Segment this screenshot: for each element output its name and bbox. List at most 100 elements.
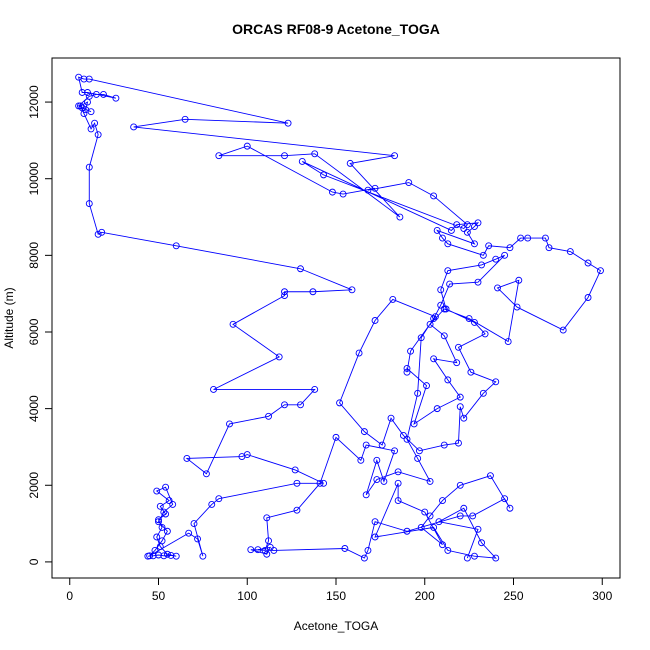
- data-point: [481, 330, 489, 338]
- y-tick-label: 10000: [27, 162, 41, 196]
- data-point: [479, 251, 487, 259]
- data-point: [492, 378, 500, 386]
- data-point: [506, 244, 514, 252]
- data-point: [215, 152, 223, 160]
- data-point: [183, 454, 191, 462]
- data-point: [162, 510, 170, 518]
- data-point: [442, 305, 450, 313]
- data-point: [389, 295, 397, 303]
- y-tick-label: 12000: [27, 85, 41, 119]
- data-point: [455, 343, 462, 351]
- data-point: [208, 500, 216, 508]
- x-tick-label: 200: [415, 589, 435, 603]
- data-point: [199, 552, 207, 560]
- data-point: [439, 234, 446, 242]
- data-point: [163, 527, 171, 535]
- data-point: [284, 119, 292, 127]
- data-point: [78, 89, 86, 96]
- data-point: [153, 487, 161, 495]
- data-point: [465, 315, 473, 323]
- data-point: [494, 284, 501, 292]
- data-point: [403, 364, 411, 372]
- data-point: [456, 403, 464, 411]
- data-point: [146, 552, 154, 560]
- data-point: [320, 171, 328, 179]
- data-point: [469, 512, 477, 520]
- data-point: [474, 278, 482, 286]
- data-point: [524, 234, 532, 242]
- data-point: [403, 527, 411, 535]
- data-point: [155, 551, 162, 559]
- data-point: [440, 332, 448, 340]
- y-tick-label: 6000: [27, 318, 41, 345]
- data-point: [506, 504, 514, 512]
- data-point: [414, 454, 422, 462]
- data-point: [437, 286, 445, 294]
- x-tick-label: 0: [66, 589, 73, 603]
- data-point: [430, 315, 438, 323]
- data-point: [281, 292, 288, 300]
- data-point: [194, 535, 202, 543]
- data-point: [417, 523, 425, 531]
- data-point: [84, 89, 91, 96]
- data-point: [460, 414, 468, 422]
- data-point: [407, 347, 414, 355]
- data-point: [226, 420, 233, 428]
- data-point: [346, 159, 354, 167]
- data-point: [394, 468, 402, 476]
- data-point: [437, 301, 445, 309]
- data-point: [467, 368, 475, 376]
- data-point: [430, 523, 438, 531]
- data-point: [371, 317, 379, 324]
- data-point: [456, 393, 464, 401]
- data-point: [371, 184, 379, 192]
- data-point: [545, 244, 553, 252]
- data-point: [263, 514, 271, 522]
- data-point: [265, 537, 272, 545]
- data-point: [431, 313, 439, 321]
- data-point: [332, 433, 340, 441]
- data-point: [444, 376, 452, 384]
- data-point: [373, 476, 381, 483]
- data-point: [444, 267, 452, 275]
- data-point: [85, 200, 93, 208]
- data-point: [76, 102, 84, 110]
- data-point: [471, 240, 478, 248]
- data-point: [78, 104, 86, 112]
- data-point: [453, 221, 461, 229]
- data-point: [172, 552, 180, 560]
- data-point: [421, 508, 429, 516]
- data-point: [394, 479, 402, 487]
- data-point: [336, 399, 343, 407]
- x-axis-label: Acetone_TOGA: [294, 619, 379, 633]
- data-point: [316, 479, 324, 487]
- data-point: [311, 150, 319, 158]
- data-point: [403, 435, 411, 443]
- data-point: [584, 294, 592, 301]
- data-point: [403, 368, 411, 376]
- data-point: [91, 119, 99, 127]
- data-point: [405, 179, 413, 186]
- data-point: [463, 228, 471, 236]
- data-point: [430, 355, 438, 363]
- data-point: [455, 439, 462, 447]
- data-point: [417, 334, 425, 342]
- data-point: [261, 546, 269, 554]
- data-point: [181, 115, 189, 123]
- data-point: [229, 320, 237, 328]
- data-point: [291, 466, 299, 474]
- data-point: [362, 491, 370, 499]
- data-point: [238, 453, 246, 460]
- data-point: [415, 447, 423, 455]
- data-point: [474, 525, 482, 533]
- data-point: [400, 432, 407, 439]
- data-point: [391, 447, 399, 455]
- data-point: [80, 75, 88, 83]
- data-point: [215, 495, 223, 503]
- data-point: [426, 512, 434, 520]
- data-point: [185, 529, 193, 537]
- data-point: [414, 389, 422, 397]
- data-point: [355, 349, 363, 357]
- data-point: [151, 546, 159, 554]
